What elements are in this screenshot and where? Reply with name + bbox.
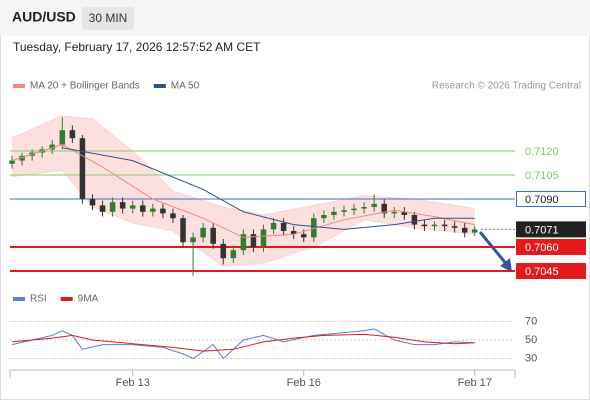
indicator-line [11, 328, 475, 360]
candle-body [431, 224, 438, 227]
x-tick-label: Feb 16 [287, 377, 321, 389]
candle-body [421, 224, 428, 227]
indicator-line [11, 333, 475, 352]
candle-body [270, 223, 277, 230]
candle-body [180, 218, 186, 243]
overlay-line [11, 144, 475, 238]
bollinger-upper [11, 115, 475, 216]
legend-swatch [153, 84, 166, 88]
candle-body [250, 234, 257, 247]
candle-body [341, 210, 347, 212]
bollinger-fill [12, 115, 475, 267]
candle-body [260, 229, 267, 247]
candle-body [300, 234, 307, 238]
candle-body [401, 211, 408, 215]
legend-swatch [60, 297, 73, 301]
forecast-arrowhead [500, 258, 512, 272]
overlay-line [62, 147, 475, 230]
y-tick-label: 70 [525, 315, 537, 327]
x-tick-label: Feb 13 [116, 377, 150, 389]
candle-body [230, 250, 237, 259]
candle-body [220, 243, 227, 259]
candle-body [89, 199, 96, 206]
legend-label: MA 50 [171, 81, 200, 92]
candle-body [210, 227, 216, 244]
credit: Research © 2026 Trading Central [432, 81, 581, 92]
legend-label: MA 20 + Bollinger Bands [30, 81, 140, 92]
candle-body [391, 211, 398, 214]
candle-body [190, 237, 196, 243]
candle-body [69, 130, 76, 139]
level-label: 0.7060 [525, 242, 559, 254]
candle-body [49, 144, 56, 150]
candle-body [311, 218, 317, 238]
candle-body [441, 224, 448, 227]
level-label-box [516, 263, 586, 279]
y-tick-label: 30 [525, 352, 537, 364]
candle-body [280, 223, 287, 231]
candle-body [321, 215, 327, 219]
candle-body [240, 234, 247, 251]
interval[interactable]: 30 MIN [89, 11, 128, 25]
level-label: 0.7045 [525, 266, 559, 278]
level-label-box [516, 239, 586, 255]
legend-label: 9MA [78, 294, 99, 305]
candle-body [331, 211, 337, 215]
level-label-box [516, 191, 586, 207]
candle-body [59, 130, 66, 145]
candle-body [411, 215, 418, 225]
level-label: 0.7120 [525, 146, 559, 158]
symbol: AUD/USD [12, 9, 76, 25]
level-label: 0.7071 [525, 224, 559, 236]
candle-body [79, 138, 86, 199]
legend-label: RSI [30, 294, 47, 305]
candle-body [99, 205, 106, 212]
candle-body [129, 205, 136, 209]
legend-swatch [13, 297, 25, 301]
candle-body [200, 227, 206, 238]
candle-body [109, 202, 116, 212]
candle-body [361, 207, 367, 209]
candle-body [371, 203, 377, 207]
forecast-arrow [478, 231, 510, 267]
candle-body [290, 231, 297, 235]
candle-body [351, 208, 357, 211]
interval-box[interactable] [82, 7, 134, 30]
x-tick-label: Feb 17 [458, 377, 492, 389]
candle-body [150, 208, 156, 212]
level-label: 0.7105 [525, 170, 559, 182]
timestamp: Tuesday, February 17, 2026 12:57:52 AM C… [13, 40, 261, 54]
candle-body [9, 160, 15, 164]
legend-swatch [13, 84, 25, 88]
candle-body [140, 205, 146, 212]
y-tick-label: 50 [525, 334, 537, 346]
candle-body [381, 203, 387, 214]
candle-body [19, 155, 25, 161]
candle-body [451, 226, 458, 228]
candle-body [160, 208, 166, 214]
candle-body [170, 213, 176, 219]
level-label: 0.7090 [525, 194, 559, 206]
candle-body [471, 229, 478, 233]
candle-body [461, 227, 468, 233]
level-label-box [516, 221, 586, 238]
candle-body [119, 202, 126, 209]
